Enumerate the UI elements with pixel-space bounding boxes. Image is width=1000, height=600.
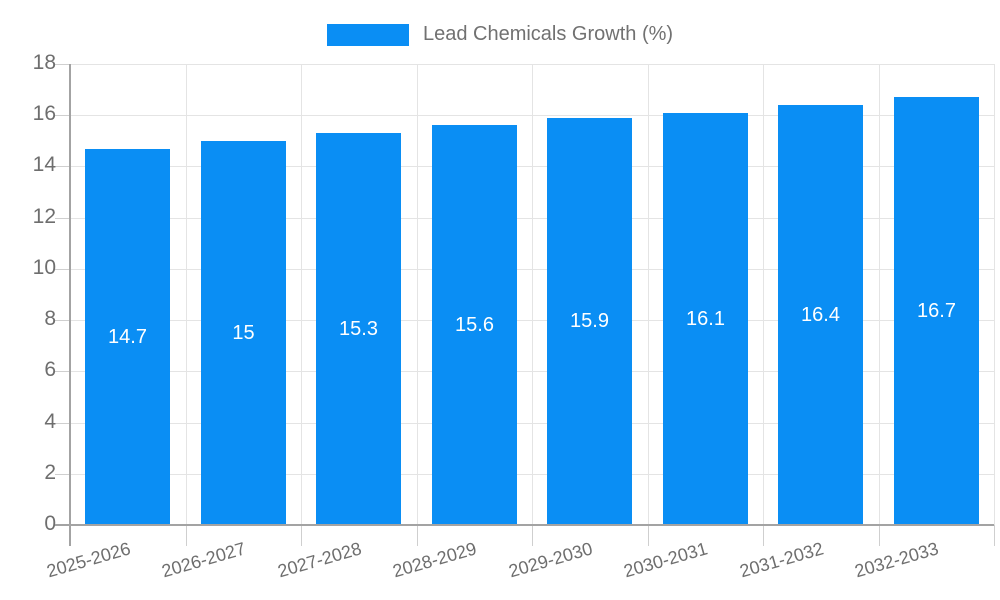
x-tick [648, 525, 649, 546]
y-axis-label: 6 [44, 358, 56, 381]
bar [201, 141, 286, 525]
bar-value-label: 14.7 [108, 326, 147, 348]
y-axis-label: 0 [44, 512, 56, 535]
legend-label: Lead Chemicals Growth (%) [422, 23, 674, 45]
legend-color-swatch [326, 23, 409, 46]
y-axis-label: 18 [32, 51, 56, 74]
gridline [186, 64, 187, 525]
y-tick [55, 218, 70, 219]
y-tick [55, 115, 70, 116]
y-tick [55, 64, 70, 65]
bar [778, 105, 863, 525]
y-axis-line [69, 64, 71, 546]
gridline [417, 64, 418, 525]
y-tick [55, 320, 70, 321]
chart-legend: Lead Chemicals Growth (%) [0, 23, 1000, 46]
x-tick [763, 525, 764, 546]
x-tick [879, 525, 880, 546]
bar-value-label: 15.9 [570, 310, 609, 332]
bar [663, 113, 748, 525]
x-axis-line [55, 524, 994, 526]
y-tick [55, 166, 70, 167]
y-tick [55, 474, 70, 475]
y-axis-label: 12 [32, 205, 56, 228]
y-axis-label: 16 [32, 102, 56, 125]
bar [85, 149, 170, 525]
bar-value-label: 15 [232, 322, 255, 344]
bar-value-label: 15.6 [455, 314, 494, 336]
gridline [879, 64, 880, 525]
bar-value-label: 16.7 [917, 300, 956, 322]
bar-value-label: 16.4 [801, 304, 840, 326]
bar [432, 125, 517, 525]
y-axis-label: 8 [44, 307, 56, 330]
y-tick [55, 423, 70, 424]
x-tick [186, 525, 187, 546]
y-axis-label: 14 [32, 153, 56, 176]
bar-value-label: 16.1 [686, 308, 725, 330]
y-tick [55, 371, 70, 372]
bar [894, 97, 979, 525]
gridline [994, 64, 995, 525]
y-axis-label: 4 [44, 410, 56, 433]
y-axis-label: 2 [44, 461, 56, 484]
y-axis-label: 10 [32, 256, 56, 279]
y-tick [55, 269, 70, 270]
bar-value-label: 15.3 [339, 318, 378, 340]
gridline [532, 64, 533, 525]
x-tick [994, 525, 995, 546]
x-tick [301, 525, 302, 546]
gridline [648, 64, 649, 525]
gridline [763, 64, 764, 525]
x-tick [532, 525, 533, 546]
bar [316, 133, 401, 525]
x-tick [417, 525, 418, 546]
gridline [301, 64, 302, 525]
bar [547, 118, 632, 525]
